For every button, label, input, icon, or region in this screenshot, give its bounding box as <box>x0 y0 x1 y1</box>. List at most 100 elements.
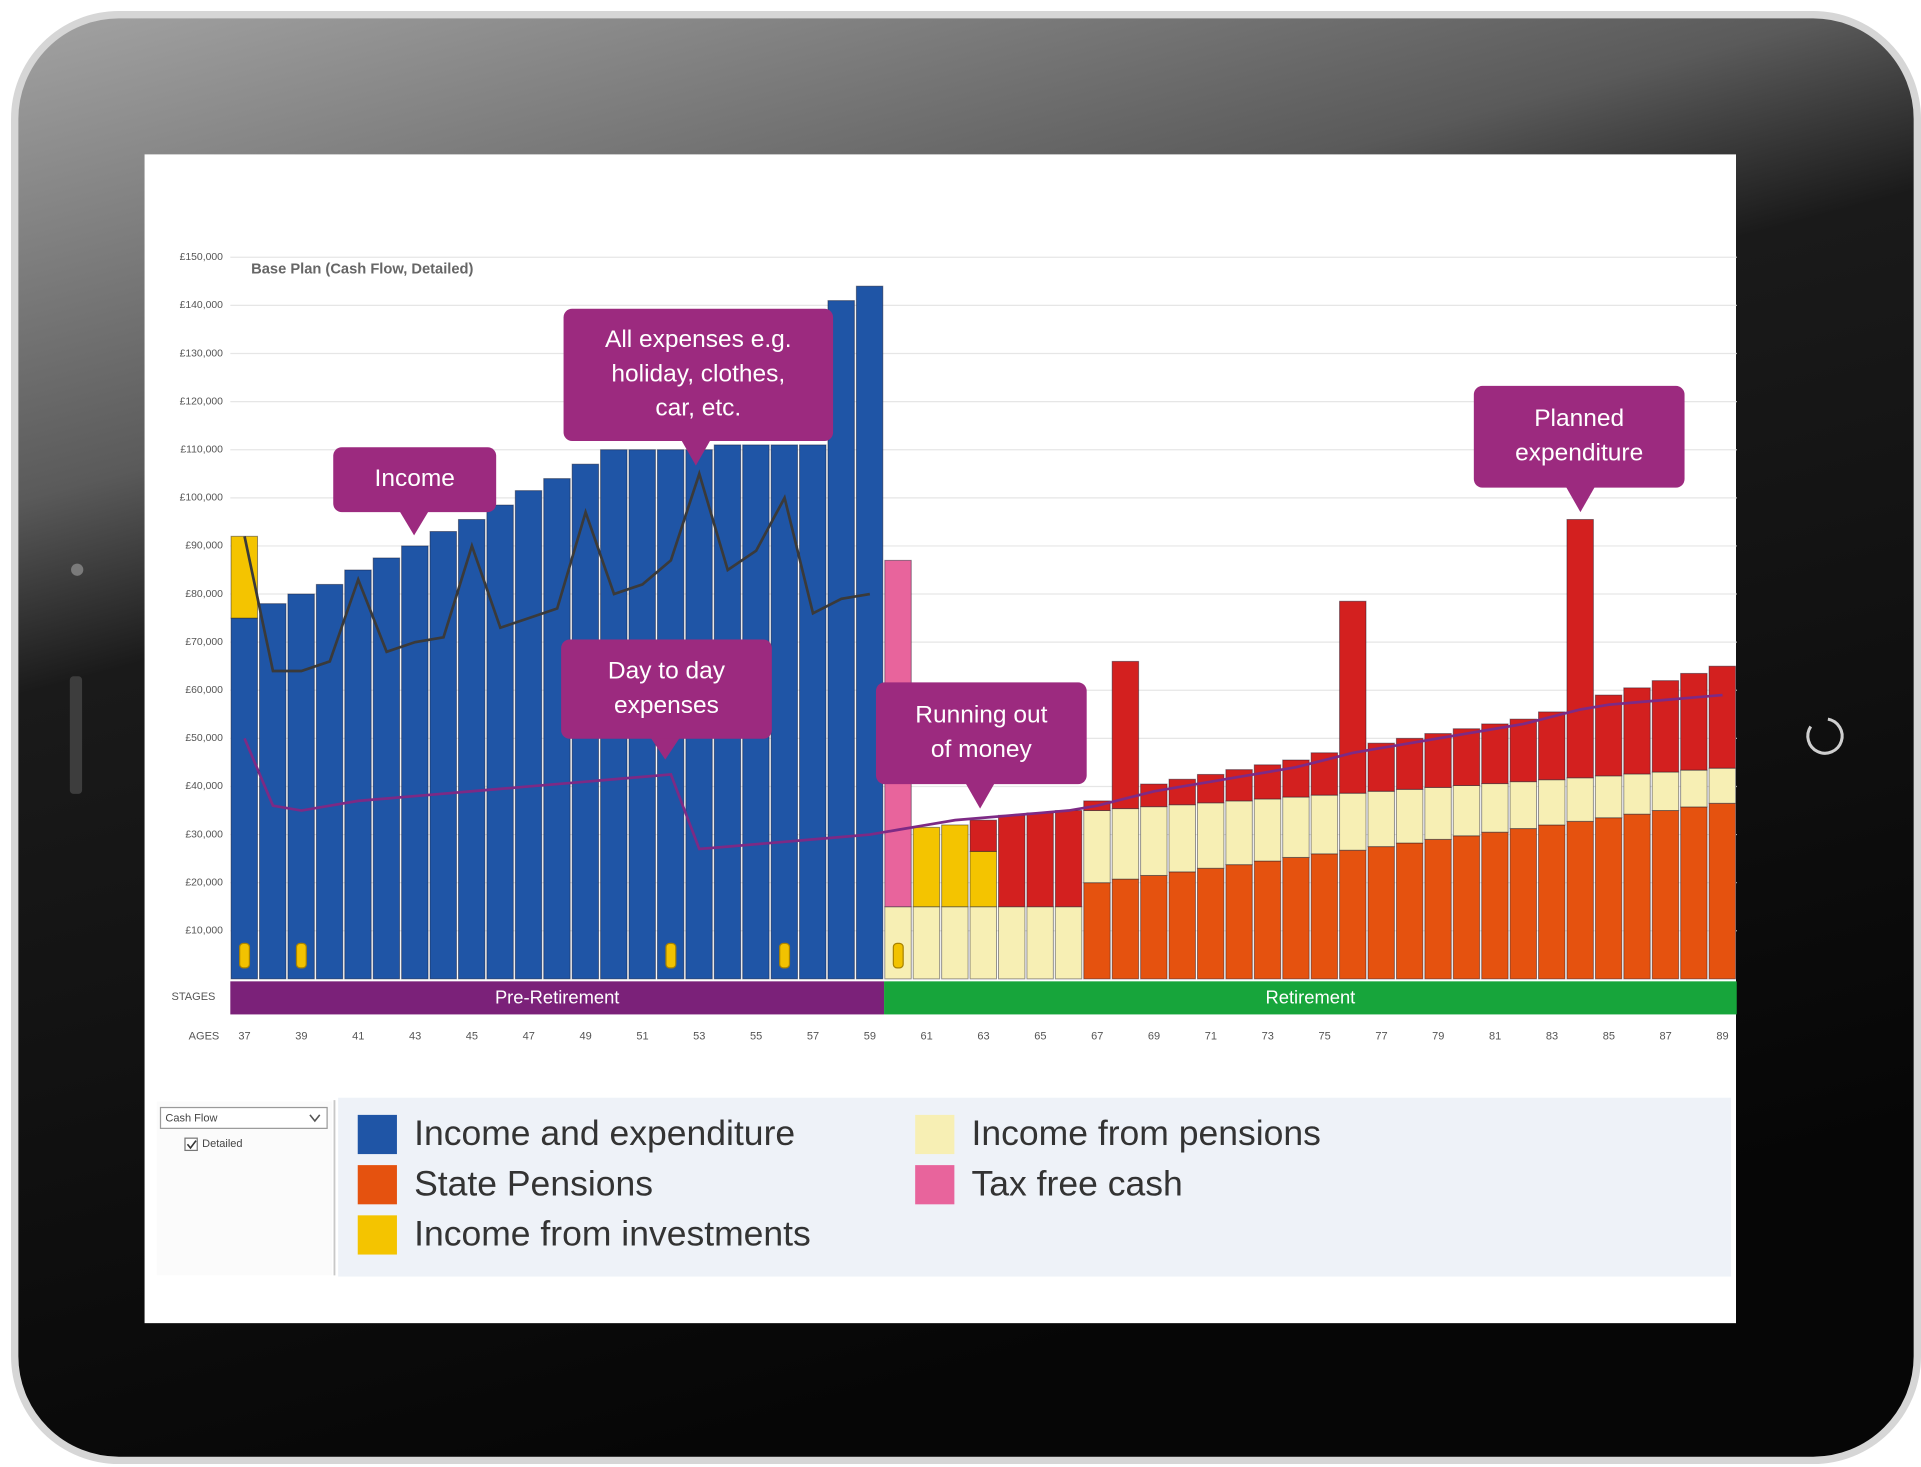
x-tick-label: 49 <box>579 1030 591 1042</box>
x-tick-label: 59 <box>864 1030 876 1042</box>
x-tick-label: 43 <box>409 1030 421 1042</box>
chart-title: Base Plan (Cash Flow, Detailed) <box>251 261 473 277</box>
bar-segment <box>1709 768 1735 803</box>
callout-text: of money <box>931 736 1033 763</box>
tablet-screenshot: Base Plan (Cash Flow, Detailed) STAGES A… <box>0 0 1921 1467</box>
detail-checkbox[interactable] <box>185 1138 197 1150</box>
x-tick-label: 83 <box>1546 1030 1558 1042</box>
bar-segment <box>1396 789 1422 843</box>
bar-segment <box>1340 601 1366 793</box>
bar-segment <box>856 286 882 979</box>
x-tick-label: 63 <box>977 1030 989 1042</box>
event-marker <box>666 943 676 968</box>
bar-segment <box>1311 854 1337 979</box>
callout-text: All expenses e.g. <box>605 326 792 353</box>
callout-text: car, etc. <box>655 395 741 422</box>
bar-segment <box>1027 813 1053 907</box>
bar-segment <box>259 604 285 979</box>
bar-segment <box>288 594 314 979</box>
bar-segment <box>1112 879 1138 979</box>
bar-segment <box>1226 865 1252 979</box>
x-tick-label: 69 <box>1148 1030 1160 1042</box>
bar-segment <box>1197 774 1223 802</box>
x-tick-label: 79 <box>1432 1030 1444 1042</box>
bar-segment <box>1510 829 1536 979</box>
bar-segment <box>1652 811 1678 979</box>
bar-segment <box>1453 786 1479 836</box>
y-tick-label: £30,000 <box>185 829 223 840</box>
y-tick-label: £130,000 <box>180 348 224 359</box>
bar-segment <box>345 570 371 979</box>
bar-segment <box>942 907 968 979</box>
bar-segment <box>1055 907 1081 979</box>
bar-segment <box>1112 809 1138 879</box>
x-tick-label: 77 <box>1375 1030 1387 1042</box>
bar-segment <box>316 584 342 978</box>
bar-segment <box>970 820 996 851</box>
bar-segment <box>1681 807 1707 979</box>
bar-segment <box>1169 872 1195 979</box>
bar-segment <box>1709 666 1735 768</box>
bar-segment <box>1340 850 1366 979</box>
camera <box>71 564 83 576</box>
bar-segment <box>1169 805 1195 872</box>
x-tick-label: 39 <box>295 1030 307 1042</box>
bar-segment <box>1254 799 1280 861</box>
bar-segment <box>1340 793 1366 850</box>
callout-text: Running out <box>915 702 1047 729</box>
callout-box <box>1474 386 1685 488</box>
bar-segment <box>1084 883 1110 979</box>
bar-segment <box>1141 784 1167 807</box>
y-tick-label: £110,000 <box>180 444 223 455</box>
bar-segment <box>1254 861 1280 979</box>
bar-segment <box>1709 803 1735 979</box>
callout-text: Planned <box>1534 405 1624 432</box>
bar-segment <box>487 505 513 979</box>
bar-segment <box>515 491 541 979</box>
bar-segment <box>1396 843 1422 979</box>
x-tick-label: 73 <box>1262 1030 1274 1042</box>
callout-text: holiday, clothes, <box>611 360 785 387</box>
bar-segment <box>231 618 257 979</box>
bar-segment <box>771 445 797 979</box>
bar-segment <box>998 815 1024 906</box>
page: {"controls": {"view": "Cash Flow", "deta… <box>0 0 1921 1467</box>
bar-segment <box>1197 803 1223 868</box>
bar-segment <box>1027 907 1053 979</box>
event-marker <box>893 943 903 968</box>
legend-label: Income from pensions <box>972 1113 1321 1153</box>
checkbox-label: Detailed <box>202 1138 242 1150</box>
bar-segment <box>1567 778 1593 822</box>
x-tick-label: 53 <box>693 1030 705 1042</box>
y-tick-label: £120,000 <box>180 396 224 407</box>
bar-segment <box>1510 719 1536 782</box>
x-tick-label: 51 <box>636 1030 648 1042</box>
callout-text: expenditure <box>1515 439 1643 466</box>
y-tick-label: £20,000 <box>185 877 223 888</box>
x-tick-label: 41 <box>352 1030 364 1042</box>
legend-label: Income from investments <box>414 1214 811 1254</box>
stage-label: Retirement <box>1265 986 1355 1007</box>
legend-swatch <box>358 1165 397 1204</box>
bar-segment <box>1425 787 1451 839</box>
bar-segment <box>1539 780 1565 825</box>
y-tick-label: £60,000 <box>185 685 223 696</box>
dropdown-value: Cash Flow <box>165 1112 217 1124</box>
y-tick-label: £80,000 <box>185 589 223 600</box>
x-tick-label: 71 <box>1205 1030 1217 1042</box>
bar-segment <box>1283 797 1309 857</box>
bar-segment <box>1368 847 1394 979</box>
bar-segment <box>1681 673 1707 770</box>
bar-segment <box>1539 825 1565 979</box>
bar-segment <box>458 519 484 978</box>
y-tick-label: £90,000 <box>185 541 223 552</box>
x-tick-label: 67 <box>1091 1030 1103 1042</box>
x-tick-label: 89 <box>1716 1030 1728 1042</box>
bar-segment <box>1169 779 1195 804</box>
bar-segment <box>1595 818 1621 979</box>
event-marker <box>240 943 250 968</box>
legend-swatch <box>358 1215 397 1254</box>
bar-segment <box>1681 770 1707 807</box>
bar-segment <box>1624 814 1650 979</box>
bar-segment <box>942 825 968 907</box>
